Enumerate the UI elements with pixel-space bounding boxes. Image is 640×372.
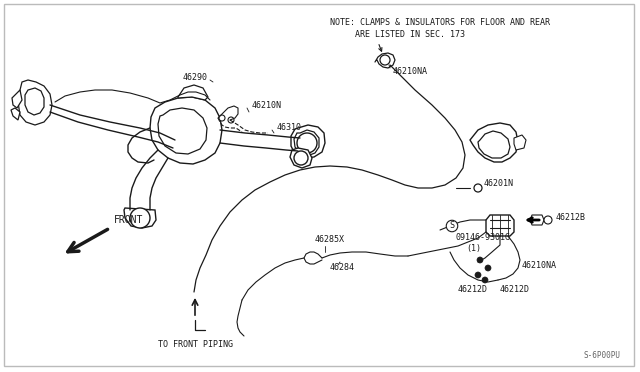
Circle shape <box>482 277 488 283</box>
Text: 46210NA: 46210NA <box>522 260 557 269</box>
Text: FRONT: FRONT <box>114 215 143 225</box>
Circle shape <box>474 184 482 192</box>
Polygon shape <box>12 90 22 108</box>
Polygon shape <box>530 215 544 225</box>
Text: 46310: 46310 <box>277 124 302 132</box>
Circle shape <box>380 55 390 65</box>
Circle shape <box>294 151 308 165</box>
Circle shape <box>544 216 552 224</box>
Polygon shape <box>514 135 526 150</box>
Text: ARE LISTED IN SEC. 173: ARE LISTED IN SEC. 173 <box>355 30 465 39</box>
Circle shape <box>219 115 225 121</box>
Text: 46212D: 46212D <box>500 285 530 295</box>
Circle shape <box>228 117 234 123</box>
Text: 46284: 46284 <box>330 263 355 273</box>
Polygon shape <box>150 97 222 164</box>
Text: NOTE: CLAMPS & INSULATORS FOR FLOOR AND REAR: NOTE: CLAMPS & INSULATORS FOR FLOOR AND … <box>330 18 550 27</box>
Text: 46201N: 46201N <box>484 180 514 189</box>
Circle shape <box>475 272 481 278</box>
Polygon shape <box>294 130 319 156</box>
Text: 46210N: 46210N <box>252 102 282 110</box>
Circle shape <box>130 208 150 228</box>
Text: 09146-9301G: 09146-9301G <box>456 234 511 243</box>
Text: 46290: 46290 <box>183 73 208 81</box>
Polygon shape <box>25 88 44 115</box>
Polygon shape <box>478 131 510 158</box>
Polygon shape <box>486 215 514 236</box>
Circle shape <box>477 257 483 263</box>
Text: 46285X: 46285X <box>315 235 345 244</box>
Polygon shape <box>178 85 208 100</box>
Polygon shape <box>290 148 312 168</box>
Text: S: S <box>449 221 454 231</box>
Circle shape <box>297 133 317 153</box>
Text: (1): (1) <box>466 244 481 253</box>
Polygon shape <box>18 80 52 125</box>
Polygon shape <box>124 208 156 228</box>
Polygon shape <box>11 108 20 120</box>
Text: 46212B: 46212B <box>556 212 586 221</box>
Polygon shape <box>470 123 518 162</box>
Text: 46212D: 46212D <box>458 285 488 295</box>
Text: TO FRONT PIPING: TO FRONT PIPING <box>157 340 232 349</box>
Circle shape <box>485 265 491 271</box>
Polygon shape <box>291 125 325 158</box>
Text: 46210NA: 46210NA <box>393 67 428 77</box>
Polygon shape <box>158 108 207 154</box>
Text: S-6P00PU: S-6P00PU <box>583 351 620 360</box>
